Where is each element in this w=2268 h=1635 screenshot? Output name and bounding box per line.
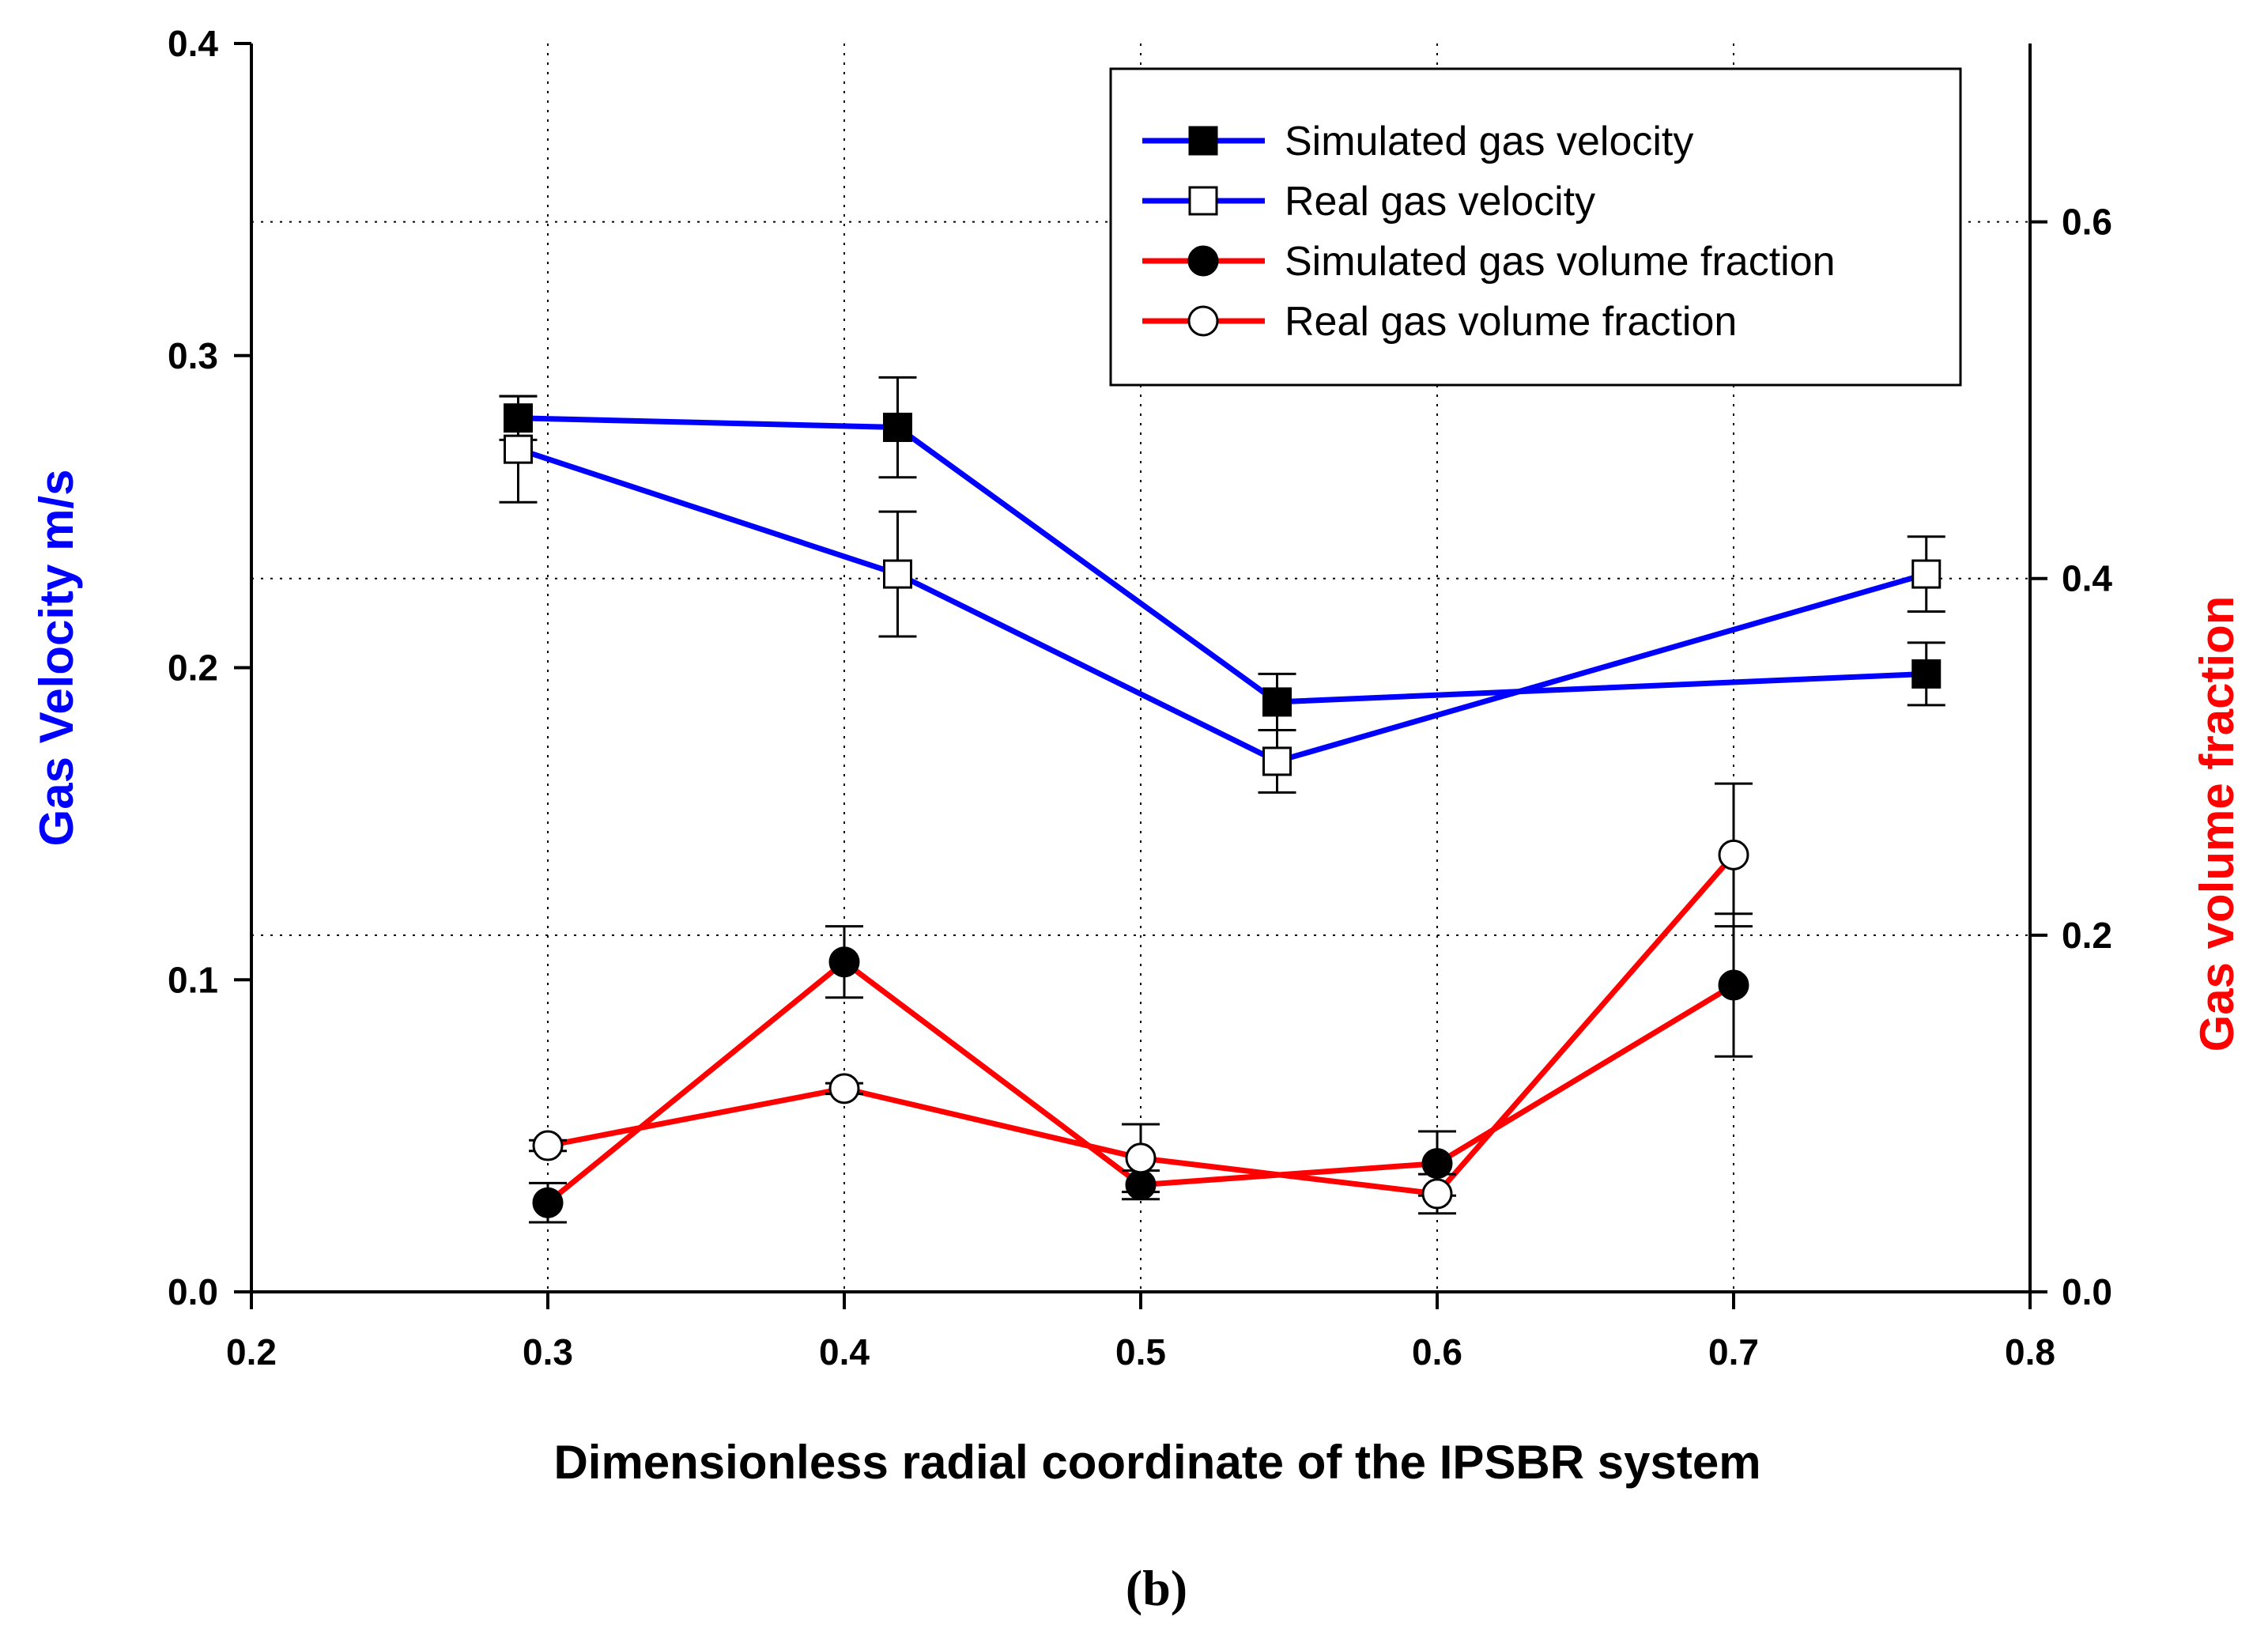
data-point bbox=[883, 413, 912, 443]
data-point bbox=[1421, 1178, 1453, 1210]
data-point bbox=[1262, 746, 1292, 776]
x-tick-label: 0.5 bbox=[1115, 1331, 1166, 1373]
x-tick-label: 0.2 bbox=[226, 1331, 277, 1373]
data-point bbox=[1911, 559, 1942, 589]
y-right-tick-label: 0.2 bbox=[2062, 915, 2112, 956]
data-point bbox=[1718, 839, 1749, 870]
legend-label: Real gas velocity bbox=[1285, 179, 1595, 225]
data-point bbox=[883, 559, 912, 589]
x-tick-label: 0.4 bbox=[819, 1331, 870, 1373]
legend-marker bbox=[1187, 305, 1219, 337]
y-left-axis-title: Gas Velocity m/s bbox=[30, 470, 83, 847]
series-1 bbox=[499, 376, 1945, 731]
series-2 bbox=[499, 395, 1945, 794]
data-point bbox=[1911, 659, 1942, 689]
data-point bbox=[828, 1073, 860, 1104]
axes: 0.2 0.3 0.4 0.5 0.6 0.7 0.80.00.10.20.30.40.00… bbox=[168, 23, 2112, 1373]
y-left-tick-label: 0.4 bbox=[168, 23, 218, 64]
legend-marker bbox=[1188, 126, 1218, 156]
y-right-tick-label: 0.6 bbox=[2062, 202, 2112, 243]
data-point bbox=[532, 1130, 564, 1161]
y-left-tick-label: 0.3 bbox=[168, 335, 218, 376]
legend: Simulated gas velocity Real gas velocity S… bbox=[1109, 67, 1962, 387]
figure-caption: (b) bbox=[1126, 1560, 1187, 1616]
x-tick-label: 0.8 bbox=[2005, 1331, 2055, 1373]
x-tick-label: 0.6 bbox=[1412, 1331, 1462, 1373]
y-left-tick-label: 0.1 bbox=[168, 959, 218, 1000]
y-right-axis-title: Gas volume fraction bbox=[2191, 596, 2243, 1052]
y-right-tick-label: 0.0 bbox=[2062, 1271, 2112, 1312]
series-layer bbox=[499, 376, 1945, 1224]
x-tick-label: 0.7 bbox=[1708, 1331, 1759, 1373]
series-4 bbox=[529, 782, 1753, 1215]
data-point bbox=[1718, 969, 1749, 1001]
legend-marker bbox=[1187, 245, 1219, 277]
legend-label: Simulated gas velocity bbox=[1285, 119, 1693, 164]
y-right-tick-label: 0.4 bbox=[2062, 558, 2112, 599]
x-tick-label: 0.3 bbox=[523, 1331, 573, 1373]
data-point bbox=[1125, 1142, 1157, 1174]
legend-label: Real gas volume fraction bbox=[1285, 299, 1737, 345]
legend-box bbox=[1109, 67, 1962, 387]
legend-label: Simulated gas volume fraction bbox=[1285, 239, 1836, 285]
data-point bbox=[828, 946, 860, 978]
legend-marker bbox=[1188, 186, 1218, 216]
data-point bbox=[532, 1187, 564, 1218]
data-point bbox=[504, 434, 533, 464]
series-line bbox=[518, 415, 1926, 705]
series-line bbox=[517, 446, 1927, 765]
y-left-tick-label: 0.0 bbox=[168, 1271, 218, 1312]
data-point bbox=[1262, 687, 1292, 717]
y-left-tick-label: 0.2 bbox=[168, 648, 218, 689]
x-axis-title: Dimensionless radial coordinate of the I… bbox=[553, 1436, 1760, 1489]
